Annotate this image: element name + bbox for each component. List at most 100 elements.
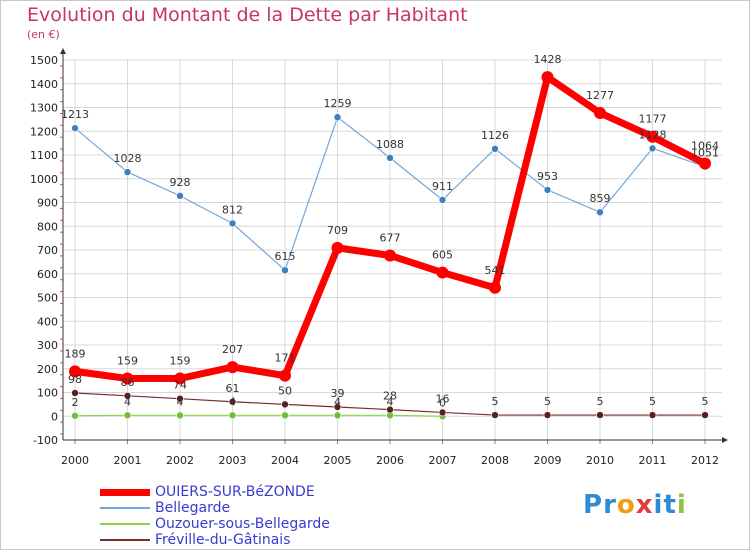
logo-letter: o — [616, 490, 636, 520]
data-point — [384, 249, 396, 262]
data-label: 189 — [65, 347, 86, 360]
y-tick-label: 400 — [37, 315, 58, 328]
x-tick-label: 2006 — [376, 454, 404, 467]
legend-label: OUIERS-SUR-BéZONDE — [155, 484, 315, 500]
y-tick-label: 1000 — [30, 173, 58, 186]
data-label: 4 — [229, 395, 236, 408]
data-label: 1064 — [691, 140, 719, 153]
data-label: 5 — [702, 395, 709, 408]
data-label: 159 — [170, 354, 191, 367]
logo-letter: r — [603, 490, 617, 520]
data-point — [386, 405, 394, 414]
y-tick-label: 200 — [37, 363, 58, 376]
data-label: 4 — [387, 395, 394, 408]
logo-letter: P — [583, 490, 604, 520]
data-point — [596, 208, 604, 217]
data-point — [71, 389, 79, 397]
legend-label: Fréville-du-Gâtinais — [155, 532, 291, 548]
logo-letter: i — [676, 490, 687, 520]
data-label: 28 — [383, 390, 397, 403]
data-point — [701, 411, 709, 419]
x-tick-label: 2003 — [219, 454, 247, 467]
data-label: 5 — [492, 395, 499, 408]
data-label: 86 — [121, 376, 135, 389]
y-tick-label: 0 — [51, 410, 58, 423]
data-label: 911 — [432, 180, 453, 193]
data-point — [438, 196, 447, 204]
y-tick-label: 1300 — [30, 102, 58, 115]
x-tick-label: 2007 — [429, 454, 457, 467]
series-0 — [69, 71, 711, 385]
y-tick-label: 500 — [37, 292, 58, 305]
data-label: 4 — [177, 395, 184, 408]
legend-swatch — [100, 489, 150, 496]
data-label: 677 — [380, 231, 401, 244]
x-tick-label: 2010 — [586, 454, 614, 467]
data-point — [648, 144, 657, 153]
data-point — [281, 400, 289, 409]
x-tick-label: 2002 — [166, 454, 194, 467]
y-tick-label: 700 — [37, 244, 58, 257]
logo-letter: i — [653, 490, 664, 520]
grid — [63, 59, 722, 441]
data-point — [543, 411, 552, 419]
x-tick-label: 2008 — [481, 454, 509, 467]
y-tick-label: 800 — [37, 220, 58, 233]
data-label: 159 — [117, 354, 138, 367]
y-tick-label: -100 — [33, 434, 58, 447]
data-label: 953 — [537, 170, 558, 183]
data-label: 812 — [222, 203, 243, 216]
data-label: 615 — [275, 250, 296, 263]
legend-swatch — [100, 523, 150, 525]
series-3 — [71, 389, 709, 419]
data-label: 61 — [226, 382, 240, 395]
data-label: 1213 — [61, 108, 89, 121]
x-axis-arrow — [722, 437, 728, 443]
data-label: 5 — [597, 395, 604, 408]
x-tick-label: 2001 — [114, 454, 142, 467]
data-label: 709 — [327, 224, 348, 237]
data-point — [69, 365, 81, 378]
chart-title: Evolution du Montant de la Dette par Hab… — [27, 4, 468, 26]
data-point — [646, 130, 659, 143]
data-label: 605 — [432, 249, 453, 262]
data-point — [491, 411, 499, 419]
data-label: 50 — [278, 384, 292, 397]
legend-swatch — [100, 539, 150, 541]
data-label: 1428 — [534, 53, 562, 66]
x-tick-label: 2004 — [271, 454, 299, 467]
data-point — [596, 411, 604, 419]
legend-label: Bellegarde — [155, 500, 231, 516]
data-label: 98 — [68, 373, 82, 386]
data-point — [541, 71, 554, 84]
data-label: 541 — [485, 264, 506, 277]
data-label: 171 — [275, 352, 296, 365]
data-point — [279, 369, 291, 382]
data-point — [123, 411, 132, 420]
data-point — [333, 403, 342, 411]
series — [69, 71, 711, 421]
data-point — [228, 397, 237, 406]
data-label: 5 — [649, 395, 656, 408]
data-point — [648, 411, 657, 419]
y-tick-label: 1100 — [30, 149, 58, 162]
data-label: 1277 — [586, 89, 614, 102]
series-line — [74, 414, 443, 417]
data-point — [123, 168, 132, 176]
data-point — [491, 145, 499, 153]
data-label: 207 — [222, 343, 243, 356]
data-labels: 1213102892881261512591088911112695385911… — [61, 53, 719, 409]
data-point — [281, 411, 289, 420]
data-point — [333, 113, 342, 122]
data-label: 928 — [170, 176, 191, 189]
data-label: 39 — [331, 387, 345, 400]
data-label: 1259 — [324, 97, 352, 110]
data-label: 1177 — [639, 113, 667, 126]
y-tick-label: 900 — [37, 197, 58, 210]
data-label: 1088 — [376, 138, 404, 151]
data-label: 1126 — [481, 129, 509, 142]
axes: -100010020030040050060070080090010001100… — [30, 48, 728, 467]
logo-letter: t — [663, 490, 677, 520]
data-point — [543, 186, 552, 194]
